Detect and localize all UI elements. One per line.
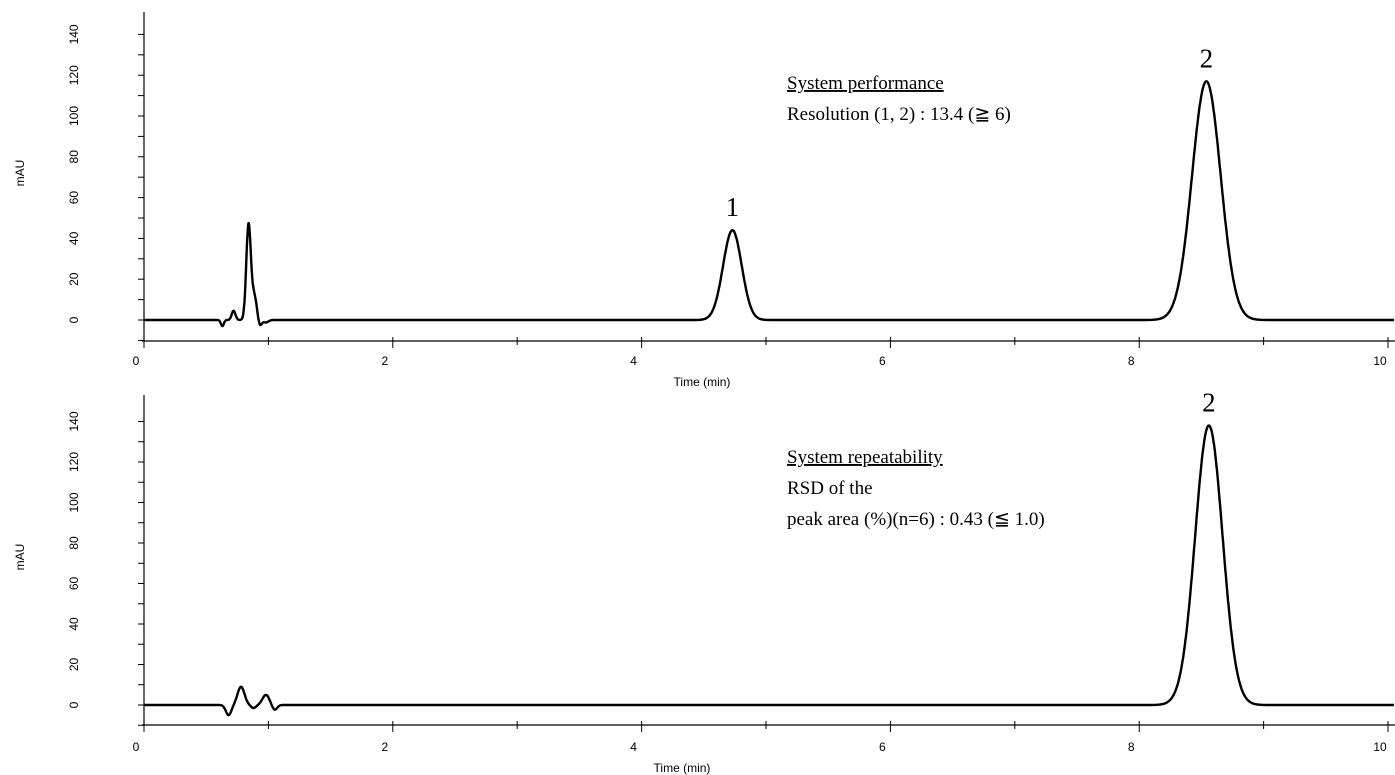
peak-number-label: 2: [1202, 388, 1216, 418]
x-tick-label: 6: [879, 354, 886, 368]
x-axis-title: Time (min): [674, 375, 731, 389]
y-axis-title: mAU: [13, 160, 27, 187]
x-tick-label: 0: [133, 354, 140, 368]
y-tick-label: 20: [67, 658, 81, 672]
x-tick-label: 10: [1373, 354, 1387, 368]
x-tick-label: 0: [133, 740, 140, 754]
y-tick-label: 100: [67, 492, 81, 512]
chromatogram-trace: [143, 424, 1395, 717]
x-tick-label: 6: [879, 740, 886, 754]
x-tick-label: 10: [1373, 740, 1387, 754]
peak-number-label: 2: [1200, 43, 1214, 73]
y-tick-label: 100: [67, 106, 81, 126]
annotation-resolution: Resolution (1, 2) : 13.4 (≧ 6): [787, 104, 1011, 125]
y-tick-label: 120: [67, 452, 81, 472]
x-tick-label: 2: [381, 740, 388, 754]
y-tick-label: 80: [67, 150, 81, 164]
y-tick-label: 20: [67, 272, 81, 286]
y-tick-label: 60: [67, 577, 81, 591]
annotation-rsd-label: RSD of the: [787, 478, 873, 499]
y-tick-label: 140: [67, 24, 81, 44]
y-tick-label: 120: [67, 65, 81, 85]
chromatogram-trace: [143, 80, 1395, 328]
x-tick-label: 8: [1128, 354, 1135, 368]
annotation-heading: System performance: [787, 73, 944, 94]
x-axis-title: Time (min): [654, 761, 711, 775]
annotation-rsd-value: peak area (%)(n=6) : 0.43 (≦ 1.0): [787, 509, 1045, 530]
chromatogram-bottom: mAU Time (min) System repeatability RSD …: [13, 388, 1395, 775]
y-axis-title: mAU: [13, 544, 27, 571]
y-tick-label: 0: [67, 316, 81, 323]
y-tick-label: 80: [67, 536, 81, 550]
x-tick-label: 4: [630, 354, 637, 368]
chromatogram-top: mAU Time (min) System performance Resolu…: [13, 12, 1395, 389]
x-tick-label: 2: [381, 354, 388, 368]
peak-number-label: 1: [726, 192, 740, 222]
y-tick-label: 140: [67, 411, 81, 431]
annotation-heading: System repeatability: [787, 447, 943, 468]
x-tick-label: 8: [1128, 740, 1135, 754]
y-tick-label: 40: [67, 617, 81, 631]
y-tick-label: 60: [67, 191, 81, 205]
y-tick-label: 40: [67, 231, 81, 245]
y-tick-label: 0: [67, 701, 81, 708]
x-tick-label: 4: [630, 740, 637, 754]
